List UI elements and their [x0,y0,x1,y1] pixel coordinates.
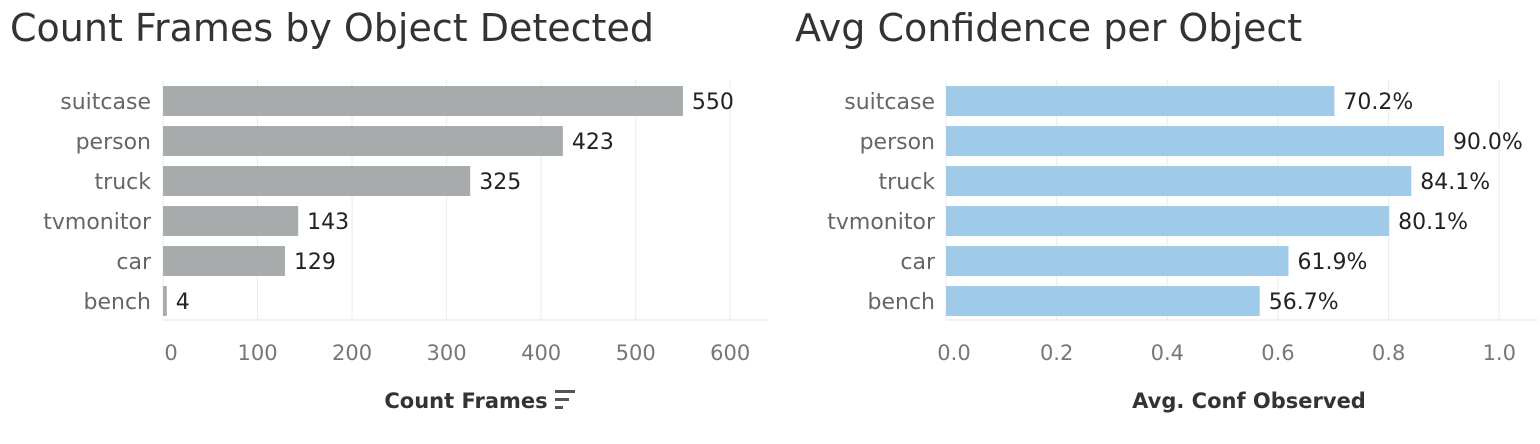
conf-tick-label: 0.2 [1040,341,1073,365]
count-category-label: bench [84,290,151,315]
count-bar-tvmonitor [163,206,299,236]
count-data-label: 550 [692,90,734,115]
conf-tick-label: 0.8 [1372,341,1405,365]
conf-bar-person [946,126,1444,156]
conf-bar-truck [946,166,1412,196]
conf-bar-car [946,246,1289,276]
count-bar-person [163,126,563,156]
count-tick-label: 200 [332,341,372,365]
count-tick-label: 400 [521,341,561,365]
count-data-label: 325 [479,170,521,195]
conf-category-label: car [900,250,936,275]
count-axis-title: Count Frames [384,389,547,413]
count-bar-suitcase [163,86,683,116]
sort-descending-icon[interactable] [555,390,575,409]
conf-data-label: 80.1% [1398,210,1468,235]
count-chart: 0 100 200 300 400 500 600 suitcase 550 person 423 t… [43,80,768,413]
count-category-label: person [76,130,151,155]
count-tick-label: 0 [164,341,177,365]
conf-bar-suitcase [946,86,1335,116]
conf-tick-label: 0.4 [1151,341,1184,365]
count-tick-label: 300 [427,341,467,365]
conf-category-label: bench [868,290,935,315]
count-bar-truck [163,166,471,196]
count-data-label: 129 [294,250,336,275]
count-tick-label: 100 [237,341,277,365]
conf-tick-label: 0.0 [937,341,970,365]
conf-category-label: person [860,130,935,155]
conf-bar-tvmonitor [946,206,1390,236]
conf-data-label: 84.1% [1420,170,1490,195]
count-data-label: 143 [307,210,349,235]
count-category-label: car [116,250,152,275]
conf-category-label: truck [879,170,936,195]
chart-title-avg-confidence: Avg Confidence per Object [795,6,1303,50]
count-bar-car [163,246,285,276]
count-tick-label: 500 [616,341,656,365]
conf-data-label: 90.0% [1453,130,1523,155]
count-category-label: tvmonitor [43,210,152,235]
conf-category-label: suitcase [844,90,935,115]
conf-tick-label: 1.0 [1483,341,1516,365]
chart-title-count-frames: Count Frames by Object Detected [10,6,654,50]
conf-category-label: tvmonitor [827,210,936,235]
count-data-label: 4 [176,290,190,315]
count-category-label: truck [95,170,152,195]
count-data-label: 423 [572,130,614,155]
count-tick-label: 600 [710,341,750,365]
conf-data-label: 70.2% [1343,90,1413,115]
conf-chart: 0.0 0.2 0.4 0.6 0.8 1.0 suitcase 70.2% person 90.… [827,80,1538,413]
count-bar-bench [163,286,167,316]
conf-data-label: 61.9% [1297,250,1367,275]
count-category-label: suitcase [60,90,151,115]
conf-bar-bench [946,286,1260,316]
conf-axis-title: Avg. Conf Observed [1132,389,1366,413]
conf-data-label: 56.7% [1269,290,1339,315]
conf-tick-label: 0.6 [1261,341,1294,365]
